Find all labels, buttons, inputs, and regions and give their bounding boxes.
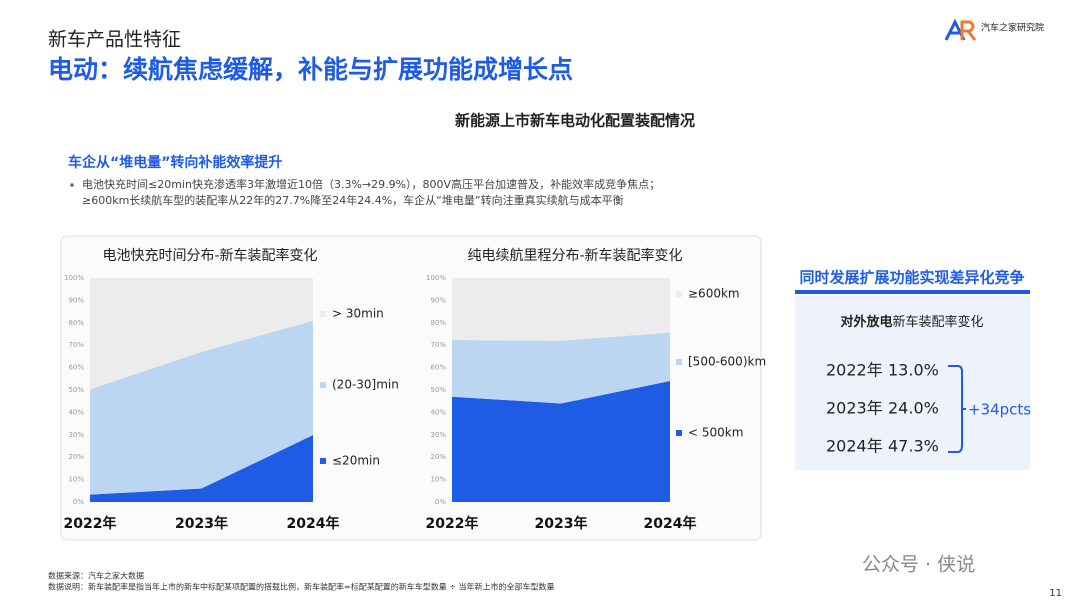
y-tick-label: 70% bbox=[68, 341, 84, 349]
side-box bbox=[795, 296, 1030, 470]
x-tick-label: 2024年 bbox=[287, 515, 340, 532]
y-tick-label: 40% bbox=[68, 408, 84, 416]
legend-swatch bbox=[320, 311, 326, 317]
y-tick-label: 20% bbox=[430, 453, 446, 461]
side-subtitle-bold: 对外放电 bbox=[840, 314, 892, 330]
charts: ≤20min (20-30]min > 30min 0% 10% 20% 30% 40% 50%… bbox=[64, 247, 767, 532]
bullet-dot bbox=[70, 183, 74, 187]
note: 数据说明：新车装配率是指当年上市的新车中标配某项配置的搭载比例，新车装配率=标配… bbox=[48, 582, 555, 592]
chart-title: 电池快充时间分布-新车装配率变化 bbox=[102, 247, 317, 264]
y-tick-label: 80% bbox=[430, 319, 446, 327]
side-bar bbox=[795, 290, 1030, 294]
area bbox=[452, 278, 670, 341]
area bbox=[452, 332, 670, 404]
side-subtitle-rest: 新车装配率变化 bbox=[893, 314, 984, 330]
area bbox=[90, 278, 313, 390]
y-tick-label: 70% bbox=[430, 341, 446, 349]
bullet-text: 电池快充时间≤20min快充渗透率3年激增近10倍（3.3%→29.9%），80… bbox=[82, 177, 660, 191]
area bbox=[90, 435, 313, 502]
y-tick-label: 60% bbox=[68, 364, 84, 372]
y-tick-label: 40% bbox=[430, 408, 446, 416]
change-label: +34pcts bbox=[968, 401, 1031, 419]
x-tick-label: 2023年 bbox=[535, 515, 588, 532]
area bbox=[90, 320, 313, 495]
x-tick-label: 2022年 bbox=[64, 515, 117, 532]
y-tick-label: 30% bbox=[430, 431, 446, 439]
legend-label: < 500km bbox=[688, 426, 743, 440]
legend-swatch bbox=[320, 382, 326, 388]
y-tick-label: 60% bbox=[430, 364, 446, 372]
row-value: 47.3% bbox=[888, 437, 939, 456]
subheading: 新能源上市新车电动化配置装配情况 bbox=[455, 112, 695, 130]
chart-title: 纯电续航里程分布-新车装配率变化 bbox=[467, 247, 682, 264]
legend-label: > 30min bbox=[332, 307, 384, 321]
row-year: 2024年 bbox=[826, 437, 883, 456]
side-title: 同时发展扩展功能实现差异化竞争 bbox=[799, 269, 1024, 287]
y-tick-label: 90% bbox=[430, 296, 446, 304]
y-tick-label: 100% bbox=[426, 274, 446, 282]
y-tick-label: 90% bbox=[68, 296, 84, 304]
legend-swatch bbox=[676, 291, 682, 297]
y-tick-label: 10% bbox=[430, 476, 446, 484]
legend-label: [500-600)km bbox=[688, 355, 766, 369]
row-value: 24.0% bbox=[888, 399, 939, 418]
y-tick-label: 0% bbox=[73, 498, 84, 506]
y-tick-label: 100% bbox=[64, 274, 84, 282]
y-tick-label: 30% bbox=[68, 431, 84, 439]
source: 数据来源：汽车之家大数据 bbox=[48, 571, 144, 581]
logo bbox=[944, 18, 977, 41]
row-year: 2022年 bbox=[826, 361, 883, 380]
y-tick-label: 0% bbox=[435, 498, 446, 506]
section-label: 新车产品性特征 bbox=[48, 29, 181, 51]
side-subtitle: 对外放电新车装配率变化 bbox=[840, 314, 983, 330]
legend-swatch bbox=[676, 430, 682, 436]
y-tick-label: 50% bbox=[68, 386, 84, 394]
page-number: 11 bbox=[1049, 588, 1062, 599]
legend-label: (20-30]min bbox=[332, 378, 399, 392]
y-tick-label: 20% bbox=[68, 453, 84, 461]
slide-title: 电动：续航焦虑缓解，补能与扩展功能成增长点 bbox=[48, 55, 573, 84]
watermark: 公众号 · 侠说 bbox=[862, 554, 975, 576]
x-tick-label: 2022年 bbox=[426, 515, 479, 532]
bullet-text: ≥600km长续航车型的装配率从22年的27.7%降至24年24.4%，车企从“… bbox=[82, 193, 624, 207]
area bbox=[452, 381, 670, 502]
y-tick-label: 50% bbox=[430, 386, 446, 394]
y-tick-label: 80% bbox=[68, 319, 84, 327]
row-year: 2023年 bbox=[826, 399, 883, 418]
legend-swatch bbox=[676, 359, 682, 365]
legend-label: ≤20min bbox=[332, 454, 380, 468]
highlight-title: 车企从“堆电量”转向补能效率提升 bbox=[68, 154, 282, 171]
y-tick-label: 10% bbox=[68, 476, 84, 484]
x-tick-label: 2024年 bbox=[644, 515, 697, 532]
row-value: 13.0% bbox=[888, 361, 939, 380]
bracket bbox=[948, 365, 966, 453]
x-tick-label: 2023年 bbox=[175, 515, 228, 532]
legend-swatch bbox=[320, 458, 326, 464]
legend-label: ≥600km bbox=[688, 287, 740, 301]
logo-text: 汽车之家研究院 bbox=[981, 22, 1044, 34]
